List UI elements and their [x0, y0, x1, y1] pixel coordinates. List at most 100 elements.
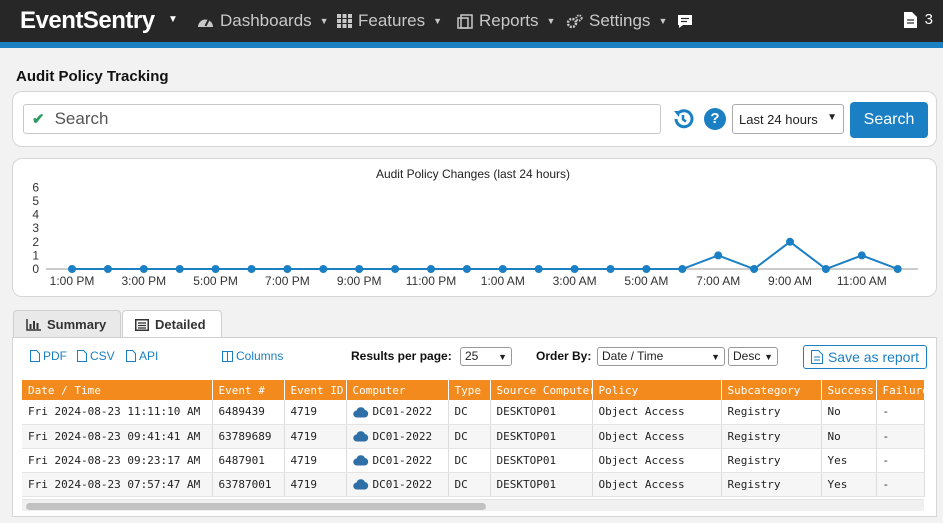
cell-policy: Object Access [592, 400, 722, 425]
brand-logo[interactable]: EventSentry [20, 7, 155, 34]
dashboard-icon [198, 19, 213, 27]
search-panel: ✔ Search ? Last 24 hours ▼ Search [12, 91, 937, 147]
data-point [714, 251, 723, 260]
time-range-select[interactable]: Last 24 hours ▼ [732, 104, 844, 134]
column-header[interactable]: Policy [592, 380, 722, 400]
top-navbar: EventSentry ▼ Dashboards ▼ Features ▼ Re… [0, 0, 943, 42]
horizontal-scrollbar[interactable] [22, 499, 924, 511]
cell-type: DC [448, 424, 491, 449]
columns-link[interactable]: Columns [222, 349, 283, 363]
nav-dashboards[interactable]: Dashboards ▼ [197, 11, 329, 31]
cell-failure: - [876, 448, 925, 473]
cloud-icon [352, 479, 368, 490]
column-header[interactable]: Type [448, 380, 491, 400]
tab-summary[interactable]: Summary [13, 310, 121, 338]
navbar-accent-stripe [0, 42, 943, 48]
columns-icon [222, 350, 233, 362]
save-as-report-button[interactable]: Save as report [803, 345, 927, 369]
tab-summary-label: Summary [47, 317, 107, 332]
cell-event-id: 4719 [284, 472, 347, 497]
y-tick-label: 5 [32, 194, 39, 208]
column-header[interactable]: Event ID [284, 380, 347, 400]
data-point [139, 265, 148, 273]
nav-features[interactable]: Features ▼ [337, 11, 442, 31]
nav-settings[interactable]: Settings ▼ [566, 11, 667, 31]
data-point [283, 265, 292, 273]
order-direction-select[interactable]: Desc ▼ [728, 347, 778, 366]
column-header[interactable]: Source Computer [490, 380, 593, 400]
export-api-link[interactable]: API [126, 349, 158, 363]
cell-computer[interactable]: DC01-2022 [346, 472, 449, 497]
cell-computer[interactable]: DC01-2022 [346, 424, 449, 449]
x-tick-label: 5:00 AM [624, 274, 668, 288]
chart-title: Audit Policy Changes (last 24 hours) [376, 167, 570, 181]
data-point [175, 265, 184, 273]
document-count: 3 [924, 11, 933, 28]
save-as-report-label: Save as report [827, 349, 920, 365]
table-row[interactable]: Fri 2024-08-23 11:11:10 AM 6489439 4719 … [22, 400, 925, 425]
tab-detailed[interactable]: Detailed [122, 310, 222, 338]
data-point [534, 265, 543, 273]
cell-datetime: Fri 2024-08-23 11:11:10 AM [22, 400, 213, 425]
chevron-down-icon: ▼ [433, 16, 443, 26]
data-point [642, 265, 651, 273]
table-row[interactable]: Fri 2024-08-23 09:23:17 AM 6487901 4719 … [22, 448, 925, 473]
nav-features-label: Features [358, 11, 426, 30]
computer-name: DC01-2022 [372, 453, 433, 467]
order-by-select[interactable]: Date / Time ▼ [597, 347, 725, 366]
help-icon[interactable]: ? [704, 108, 726, 130]
events-table: Date / Time Event # Event ID Computer Ty… [22, 380, 925, 497]
cloud-icon [352, 406, 368, 418]
cell-subcategory: Registry [721, 424, 822, 449]
cell-success: Yes [821, 448, 877, 473]
column-header[interactable]: Event # [212, 380, 285, 400]
column-header[interactable]: Computer [346, 380, 449, 400]
cell-computer[interactable]: DC01-2022 [346, 400, 449, 425]
cell-event-id: 4719 [284, 424, 347, 449]
cell-success: No [821, 424, 877, 449]
page-title: Audit Policy Tracking [16, 68, 169, 85]
cell-source-computer: DESKTOP01 [490, 424, 593, 449]
data-point [103, 265, 112, 273]
table-row[interactable]: Fri 2024-08-23 07:57:47 AM 63787001 4719… [22, 472, 925, 497]
chevron-down-icon: ▼ [319, 16, 329, 26]
column-header[interactable]: Success [821, 380, 877, 400]
nav-settings-label: Settings [589, 11, 651, 30]
cell-event-number: 63787001 [212, 472, 285, 497]
cell-event-id: 4719 [284, 400, 347, 425]
export-pdf-link[interactable]: PDF [30, 349, 67, 363]
cell-subcategory: Registry [721, 400, 822, 425]
cell-source-computer: DESKTOP01 [490, 400, 593, 425]
cell-event-number: 6489439 [212, 400, 285, 425]
x-tick-label: 7:00 AM [696, 274, 740, 288]
column-header[interactable]: Date / Time [22, 380, 213, 400]
cell-subcategory: Registry [721, 472, 822, 497]
nav-chat[interactable] [677, 11, 693, 31]
data-point [462, 265, 471, 273]
column-header[interactable]: Subcategory [721, 380, 822, 400]
search-input[interactable]: ✔ Search [23, 104, 661, 134]
scrollbar-thumb[interactable] [26, 503, 486, 510]
table-row[interactable]: Fri 2024-08-23 09:41:41 AM 63789689 4719… [22, 424, 925, 449]
cell-failure: - [876, 472, 925, 497]
history-icon[interactable] [671, 107, 695, 131]
columns-label: Columns [236, 349, 284, 363]
results-per-page-select[interactable]: 25 ▼ [460, 347, 512, 366]
cell-computer[interactable]: DC01-2022 [346, 448, 449, 473]
x-tick-label: 3:00 PM [121, 274, 166, 288]
document-counter[interactable]: 3 [903, 11, 933, 28]
export-csv-link[interactable]: CSV [77, 349, 115, 363]
search-button[interactable]: Search [850, 102, 928, 138]
data-point [391, 265, 400, 273]
data-point [857, 251, 866, 260]
grid-icon [337, 14, 352, 28]
cell-policy: Object Access [592, 472, 722, 497]
column-header[interactable]: Failure [876, 380, 925, 400]
nav-reports[interactable]: Reports ▼ [457, 11, 555, 31]
cell-success: No [821, 400, 877, 425]
brand-chevron-down-icon[interactable]: ▼ [168, 14, 178, 25]
cell-event-id: 4719 [284, 448, 347, 473]
x-tick-label: 3:00 AM [553, 274, 597, 288]
computer-name: DC01-2022 [372, 477, 433, 491]
